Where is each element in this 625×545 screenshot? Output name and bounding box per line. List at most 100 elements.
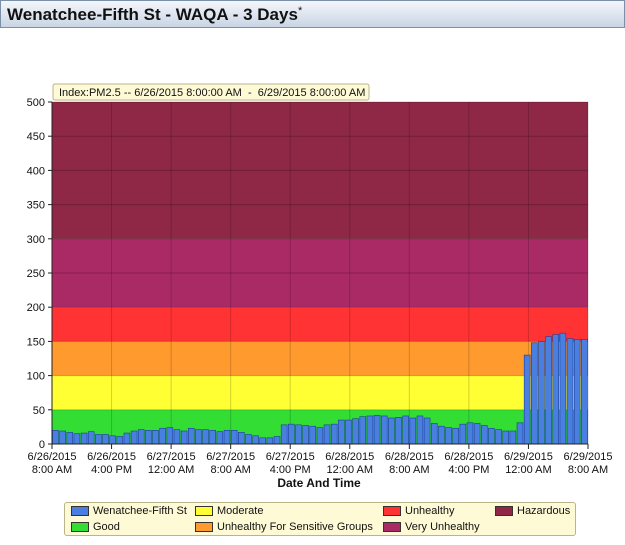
- data-bar: [137, 429, 145, 445]
- legend-item: Unhealthy: [383, 505, 455, 517]
- data-bar: [423, 417, 431, 445]
- data-bar: [216, 431, 224, 445]
- data-bar: [573, 339, 581, 445]
- data-bar: [273, 436, 281, 445]
- data-bar: [280, 424, 288, 445]
- chart-legend: Wenatchee-Fifth St Moderate Unhealthy Ha…: [64, 502, 576, 536]
- data-bar: [252, 435, 259, 445]
- data-bar: [288, 423, 295, 445]
- y-tick-label: 250: [27, 268, 45, 280]
- data-bar: [145, 430, 152, 445]
- chart-annotation: Index:PM2.5 -- 6/26/2015 8:00:00 AM - 6/…: [59, 87, 365, 99]
- x-tick-time: 8:00 AM: [568, 464, 608, 476]
- y-tick-label: 400: [27, 165, 45, 177]
- data-bar: [566, 338, 574, 445]
- data-bar: [459, 423, 467, 445]
- x-tick-time: 4:00 PM: [270, 464, 311, 476]
- x-tick-date: 6/28/2015: [385, 451, 434, 463]
- data-bar: [230, 430, 238, 445]
- data-bar: [395, 417, 402, 445]
- x-tick-date: 6/27/2015: [147, 451, 196, 463]
- legend-swatch-icon: [71, 522, 89, 533]
- data-bar: [452, 427, 459, 445]
- y-tick-label: 0: [39, 439, 45, 451]
- y-tick-label: 100: [27, 371, 45, 383]
- data-bar: [52, 430, 59, 445]
- data-bar: [502, 430, 509, 445]
- x-tick-date: 6/27/2015: [206, 451, 255, 463]
- data-bar: [545, 336, 552, 445]
- x-tick-date: 6/29/2015: [504, 451, 553, 463]
- data-bar: [180, 430, 188, 445]
- y-tick-label: 50: [33, 405, 45, 417]
- data-bar: [59, 430, 66, 445]
- data-bar: [338, 419, 345, 445]
- data-bar: [366, 415, 374, 445]
- aqi-band: [52, 307, 588, 342]
- x-tick-time: 4:00 PM: [448, 464, 489, 476]
- data-bar: [302, 425, 309, 445]
- data-bar: [295, 424, 302, 445]
- x-tick-time: 12:00 AM: [327, 464, 373, 476]
- y-tick-label: 350: [27, 200, 45, 212]
- data-bar: [559, 332, 567, 445]
- x-tick-date: 6/29/2015: [564, 451, 613, 463]
- legend-swatch-icon: [495, 506, 513, 517]
- data-bar: [195, 429, 202, 445]
- y-tick-label: 200: [27, 302, 45, 314]
- x-tick-time: 12:00 AM: [505, 464, 551, 476]
- x-tick-date: 6/26/2015: [87, 451, 136, 463]
- y-tick-label: 450: [27, 131, 45, 143]
- x-tick-time: 8:00 AM: [210, 464, 250, 476]
- data-bar: [202, 429, 209, 445]
- legend-item: Very Unhealthy: [383, 521, 480, 533]
- data-bar: [552, 334, 560, 445]
- data-bar: [223, 430, 231, 445]
- data-bar: [323, 424, 331, 445]
- data-bar: [531, 342, 538, 445]
- data-bar: [402, 415, 409, 445]
- data-bar: [87, 431, 95, 445]
- aqi-band: [52, 102, 588, 239]
- data-bar: [488, 427, 495, 445]
- data-bar: [380, 415, 388, 445]
- data-bar: [523, 354, 531, 445]
- title-marker: *: [297, 5, 303, 17]
- data-bar: [445, 427, 452, 445]
- data-bar: [116, 436, 124, 445]
- data-bar: [109, 435, 116, 445]
- legend-item: Hazardous: [495, 505, 570, 517]
- aqi-band: [52, 375, 588, 410]
- window-title-bar: Wenatchee-Fifth St - WAQA - 3 Days*: [0, 0, 625, 28]
- chart-annotation-box: [52, 83, 370, 101]
- window-title: Wenatchee-Fifth St - WAQA - 3 Days*: [7, 5, 303, 24]
- data-bar: [345, 419, 352, 445]
- data-bar: [130, 430, 138, 445]
- data-bar: [352, 418, 359, 445]
- x-tick-time: 4:00 PM: [91, 464, 132, 476]
- data-bar: [166, 427, 174, 445]
- data-bar: [159, 427, 166, 445]
- legend-swatch-icon: [71, 506, 89, 517]
- legend-item: Moderate: [195, 505, 263, 517]
- data-bar: [152, 430, 159, 445]
- data-bar: [187, 427, 195, 445]
- legend-swatch-icon: [383, 506, 401, 517]
- data-bar: [466, 422, 474, 445]
- y-tick-label: 150: [27, 336, 45, 348]
- data-bar: [388, 417, 395, 445]
- data-bar: [480, 425, 488, 445]
- x-tick-date: 6/28/2015: [444, 451, 493, 463]
- data-bar: [373, 414, 381, 445]
- data-bar: [66, 432, 74, 445]
- x-tick-time: 12:00 AM: [148, 464, 194, 476]
- data-bar: [509, 430, 517, 445]
- data-bar: [495, 429, 502, 445]
- data-bar: [330, 423, 338, 445]
- data-bar: [173, 429, 181, 445]
- aqi-band: [52, 238, 588, 308]
- data-bar: [416, 415, 424, 445]
- x-tick-date: 6/26/2015: [28, 451, 77, 463]
- legend-swatch-icon: [195, 506, 213, 517]
- data-bar: [73, 433, 81, 445]
